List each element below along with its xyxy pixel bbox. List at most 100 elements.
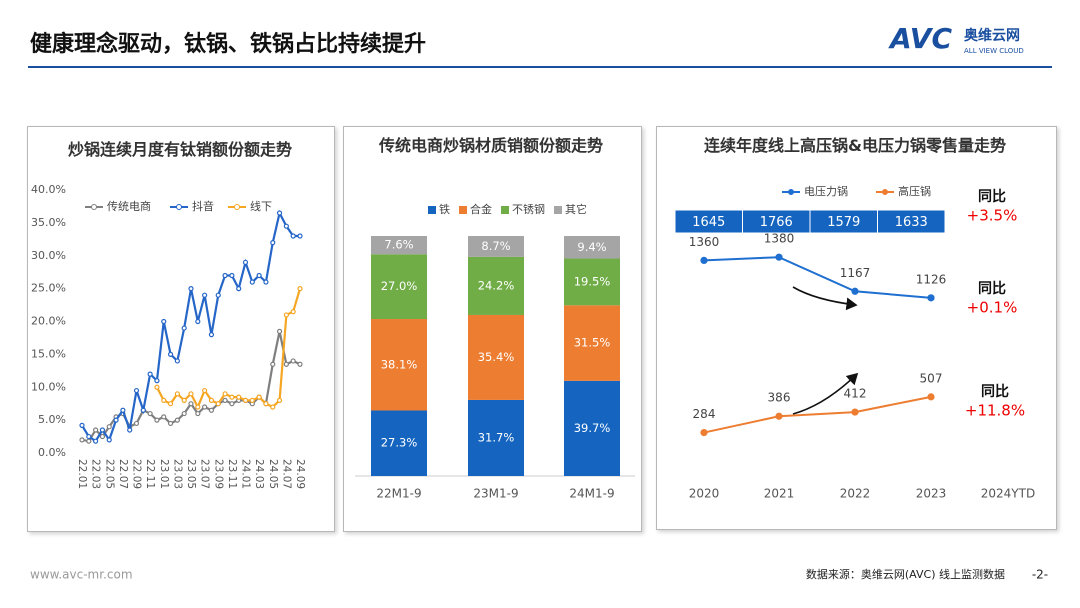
point: [229, 272, 235, 279]
x-tick-label: 24.05: [267, 459, 279, 489]
bar-segment: [564, 236, 620, 259]
point: [270, 240, 276, 246]
bar-segment: [564, 258, 620, 306]
point: [154, 378, 160, 384]
data-label: 39.7%: [574, 421, 611, 435]
point: [700, 428, 708, 437]
point: [181, 397, 187, 403]
y-tick-label: 25.0%: [31, 282, 66, 295]
website: www.avc-mr.com: [30, 568, 133, 582]
data-label: 507: [920, 371, 943, 385]
legend-label: 合金: [470, 202, 492, 216]
slide-title: 健康理念驱动，钛锅、铁锅占比持续提升: [30, 31, 426, 57]
annotation-text: +11.8%: [965, 402, 1025, 420]
point: [222, 391, 228, 397]
legend-label: 高压锅: [898, 184, 931, 198]
line: [703, 256, 932, 299]
annotation-text: +3.5%: [967, 207, 1018, 225]
bar-segment: [371, 410, 427, 476]
point: [290, 358, 296, 364]
point: [283, 361, 289, 367]
point: [195, 318, 201, 325]
legend-label: 抖音: [192, 199, 214, 213]
point: [297, 233, 303, 239]
x-tick-label: 23.07: [199, 459, 211, 489]
point: [154, 384, 160, 390]
annotation-label: 同比: [978, 280, 1006, 297]
data-label: 35.4%: [478, 350, 515, 364]
point: [120, 407, 126, 413]
point: [208, 407, 215, 413]
legend-swatch: [554, 206, 562, 214]
point: [263, 279, 269, 285]
data-label: 1167: [840, 266, 871, 280]
point: [140, 407, 146, 413]
annotation-label: 同比: [978, 188, 1006, 205]
x-tick-label: 23.05: [185, 459, 197, 489]
data-label: 386: [768, 391, 791, 405]
logo-en: ALL VIEW CLOUD: [964, 47, 1024, 55]
legend-marker: [788, 189, 794, 195]
point: [208, 332, 215, 338]
logo: AVC: [888, 22, 952, 55]
legend-label: 不锈钢: [512, 203, 545, 216]
x-tick-label: 24.09: [294, 459, 306, 489]
data-label: 31.5%: [574, 336, 611, 350]
point: [181, 325, 187, 331]
arrow: [792, 372, 859, 415]
data-label: 31.7%: [478, 430, 515, 444]
point: [249, 397, 255, 403]
data-label: 8.7%: [481, 239, 510, 253]
point: [222, 397, 228, 403]
legend-marker: [91, 204, 97, 210]
bar-segment: [371, 236, 427, 255]
y-tick-label: 5.0%: [38, 413, 66, 426]
point: [147, 371, 153, 377]
point: [242, 259, 249, 265]
bar-segment: [371, 319, 427, 411]
data-label: 412: [844, 387, 867, 401]
x-tick-label: 22.03: [90, 459, 102, 489]
point: [202, 404, 208, 410]
point: [174, 358, 180, 364]
chart-title: 炒锅连续月度有钛销额份额走势: [67, 140, 292, 159]
point: [242, 397, 249, 403]
point: [851, 408, 859, 416]
point: [222, 272, 228, 279]
bar-segment: [468, 236, 524, 257]
legend-marker: [176, 204, 182, 210]
chart-title: 连续年度线上高压锅&电压力锅零售量走势: [704, 136, 1006, 155]
point: [99, 433, 106, 440]
x-tick-label: 22.05: [103, 459, 115, 489]
x-tick-label: 23.11: [226, 459, 238, 489]
bar-segment: [468, 256, 524, 315]
logo-cn: 奥维云网: [964, 27, 1020, 44]
line: [155, 288, 302, 410]
point: [174, 417, 180, 423]
line: [703, 395, 932, 434]
point: [113, 417, 119, 423]
point: [229, 394, 235, 400]
x-tick-label: 24M1-9: [569, 487, 614, 501]
point: [256, 272, 262, 279]
legend-label: 铁: [439, 203, 450, 216]
point: [276, 328, 283, 334]
legend-marker: [882, 189, 888, 195]
y-tick-label: 15.0%: [31, 347, 66, 360]
point: [249, 279, 255, 285]
point: [263, 401, 269, 407]
point: [93, 427, 99, 433]
point: [775, 412, 783, 420]
point: [202, 292, 208, 298]
point: [167, 401, 174, 407]
x-tick-label: 22.01: [76, 459, 88, 489]
point: [93, 438, 99, 444]
point: [927, 294, 935, 302]
y-tick-label: 10.0%: [31, 380, 66, 393]
x-tick-label: 24.07: [280, 459, 292, 489]
data-label: 19.5%: [574, 274, 611, 288]
point: [283, 223, 289, 229]
table-value: 1579: [827, 215, 860, 230]
